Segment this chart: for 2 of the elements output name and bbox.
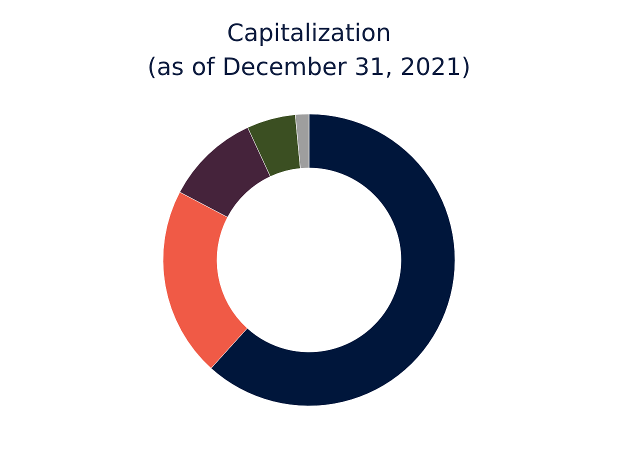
text: (as of December 31, 2021) [147,53,471,81]
text: Capitalization [226,19,392,47]
